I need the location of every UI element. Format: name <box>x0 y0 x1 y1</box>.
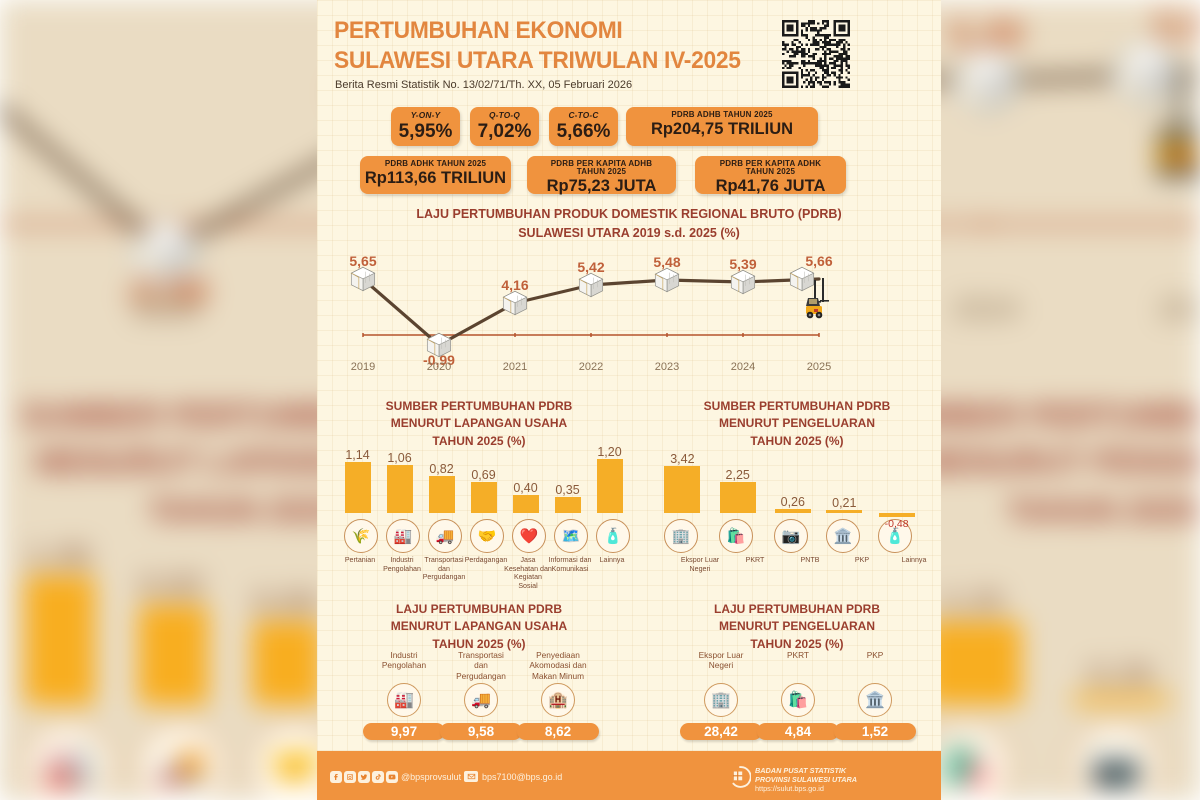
svg-text:5,39: 5,39 <box>729 256 756 272</box>
svg-text:5,66: 5,66 <box>1155 5 1200 47</box>
svg-text:5,65: 5,65 <box>349 253 376 269</box>
svg-text:5,48: 5,48 <box>653 254 680 270</box>
svg-text:5,42: 5,42 <box>577 259 604 275</box>
svg-text:5,66: 5,66 <box>805 253 832 269</box>
svg-text:4,16: 4,16 <box>501 277 528 293</box>
